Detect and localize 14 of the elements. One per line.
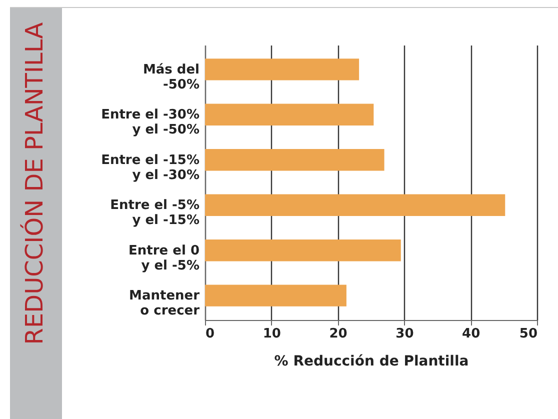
x-tick-label: 10 bbox=[262, 326, 281, 342]
y-tick-label: Mantener o crecer bbox=[129, 288, 200, 319]
x-tick-label: 20 bbox=[329, 326, 348, 342]
y-axis-title: REDUCCIÓN DE PLANTILLA bbox=[20, 22, 48, 345]
x-tick-label: 30 bbox=[396, 326, 414, 342]
y-tick-label: Más del -50% bbox=[142, 62, 200, 92]
y-tick-label: Entre el -5% y el -15% bbox=[110, 198, 200, 228]
x-tick-label: 50 bbox=[519, 326, 538, 342]
x-axis-title: % Reducción de Plantilla bbox=[274, 354, 469, 370]
x-tick-label: 0 bbox=[206, 326, 215, 342]
y-tick-label: Entre el -15% y el -30% bbox=[101, 152, 200, 183]
y-tick-label: Entre el 0 y el -5% bbox=[128, 243, 200, 274]
y-tick-label: Entre el -30% y el -50% bbox=[101, 108, 200, 138]
x-tick-label: 40 bbox=[462, 326, 480, 342]
